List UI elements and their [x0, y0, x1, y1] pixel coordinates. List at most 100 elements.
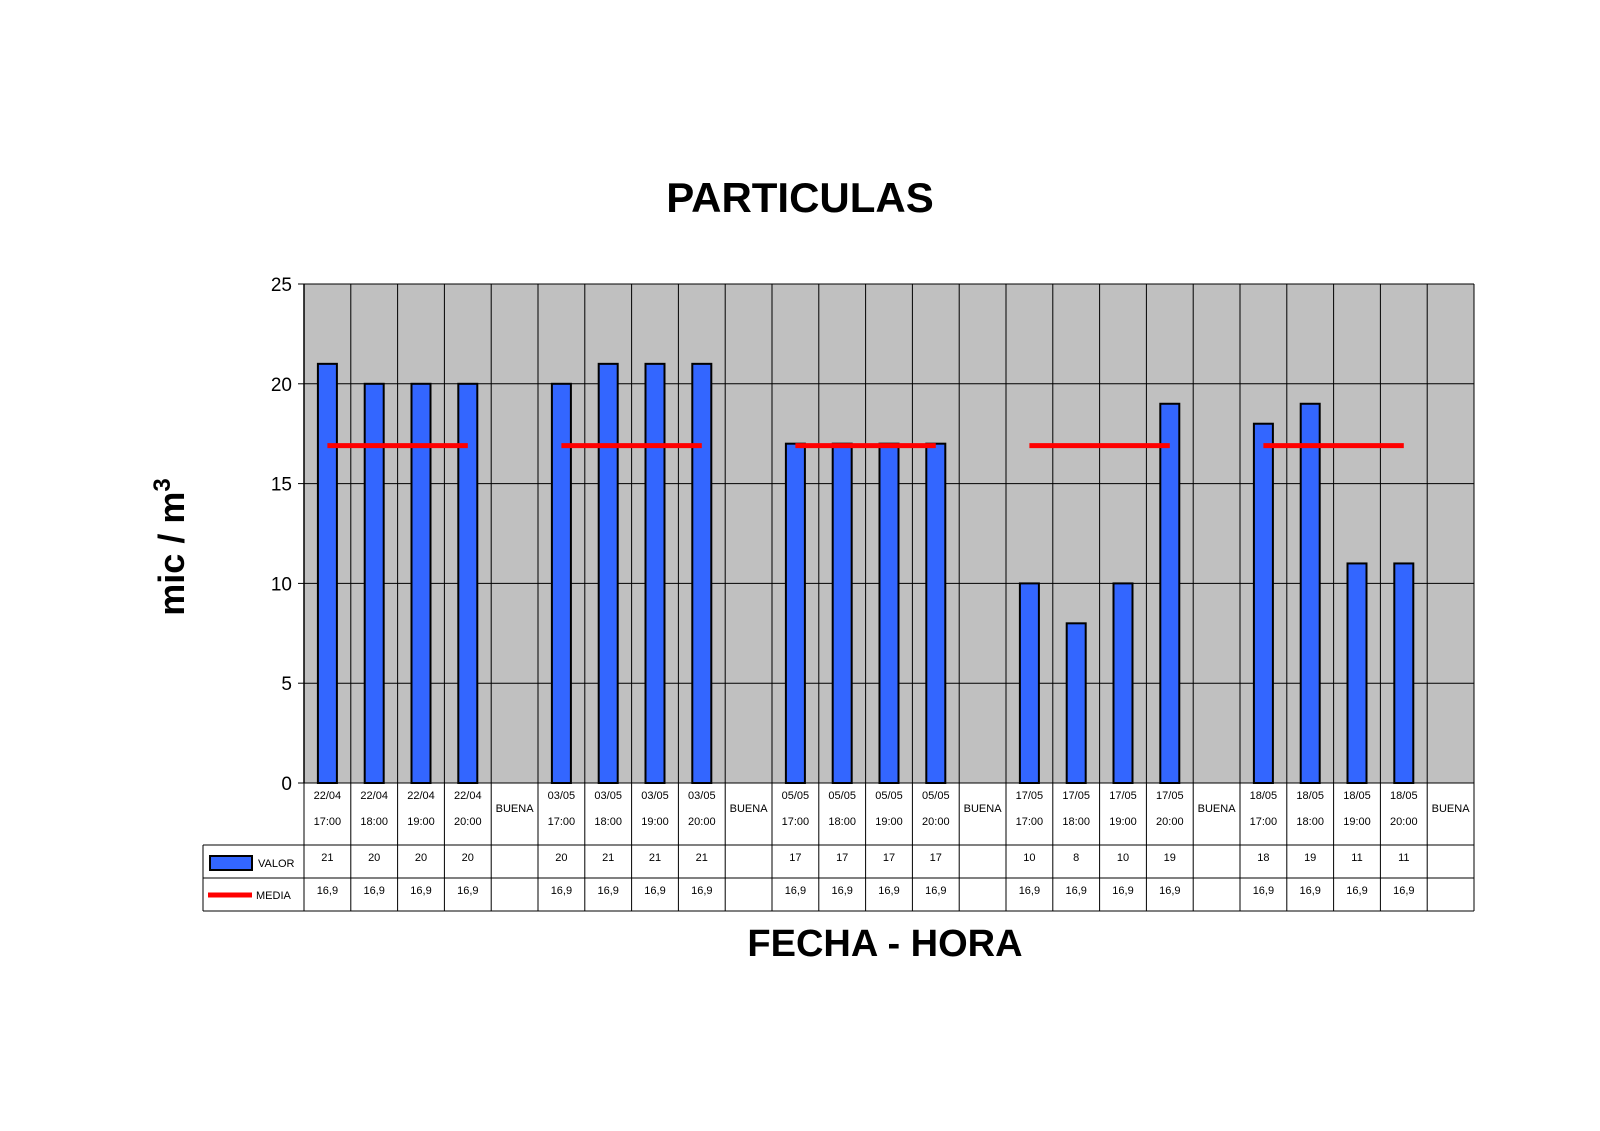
data-label-valor: 17 [836, 852, 848, 864]
legend-key-valor [209, 855, 253, 871]
bar-valor [1112, 582, 1134, 785]
bar-valor [597, 362, 619, 784]
data-label-valor: 11 [1351, 852, 1362, 864]
data-label-media: 16,9 [1159, 885, 1180, 897]
x-tick-time: 17:00 [548, 816, 576, 828]
bar-valor [316, 362, 338, 784]
y-axis-title: mic / m3 [149, 478, 192, 615]
x-tick-date: 03/05 [688, 790, 716, 802]
x-tick-time: 20:00 [1390, 816, 1418, 828]
bar-valor [691, 362, 713, 784]
x-tick-label: BUENA [1432, 803, 1471, 815]
data-label-media: 16,9 [925, 885, 946, 897]
data-label-valor: 18 [1257, 852, 1269, 864]
data-label-media: 16,9 [878, 885, 899, 897]
bar-valor [784, 442, 806, 784]
data-label-valor: 19 [1164, 852, 1176, 864]
y-tick-label: 0 [281, 774, 292, 795]
data-label-media: 16,9 [363, 885, 384, 897]
x-tick-time: 20:00 [922, 816, 950, 828]
y-tick-label: 10 [271, 574, 292, 595]
x-axis-title: FECHA - HORA [747, 923, 1022, 965]
y-axis-title-text: mic / m [151, 492, 192, 616]
x-tick-time: 17:00 [314, 816, 342, 828]
bar-valor [831, 442, 853, 784]
x-tick-label: BUENA [730, 803, 769, 815]
x-tick-date: 05/05 [782, 790, 810, 802]
data-label-media: 16,9 [317, 885, 338, 897]
x-tick-date: 18/05 [1250, 790, 1278, 802]
x-tick-time: 17:00 [1016, 816, 1044, 828]
x-tick-date: 18/05 [1296, 790, 1324, 802]
data-label-valor: 17 [883, 852, 895, 864]
bar-valor [878, 442, 900, 784]
x-tick-time: 17:00 [1250, 816, 1278, 828]
data-label-valor: 10 [1117, 852, 1129, 864]
data-label-media: 16,9 [691, 885, 712, 897]
x-tick-date: 03/05 [641, 790, 669, 802]
bar-valor [644, 362, 666, 784]
x-tick-time: 19:00 [641, 816, 669, 828]
bar-valor [1346, 562, 1368, 784]
legend-label-media: MEDIA [256, 890, 292, 902]
x-tick-time: 18:00 [360, 816, 388, 828]
x-tick-time: 19:00 [1343, 816, 1371, 828]
data-label-valor: 10 [1023, 852, 1035, 864]
data-label-media: 16,9 [1019, 885, 1040, 897]
x-tick-time: 19:00 [875, 816, 903, 828]
data-label-media: 16,9 [551, 885, 572, 897]
data-label-valor: 20 [555, 852, 567, 864]
x-tick-time: 18:00 [1296, 816, 1324, 828]
x-tick-date: 05/05 [828, 790, 856, 802]
x-tick-date: 18/05 [1343, 790, 1371, 802]
bar-valor [1065, 622, 1087, 784]
data-label-media: 16,9 [1253, 885, 1274, 897]
data-label-media: 16,9 [597, 885, 618, 897]
x-tick-date: 17/05 [1109, 790, 1137, 802]
x-tick-date: 05/05 [922, 790, 950, 802]
data-label-valor: 20 [415, 852, 427, 864]
data-label-valor: 11 [1398, 852, 1409, 864]
bar-valor [1393, 562, 1415, 784]
x-tick-label: BUENA [964, 803, 1003, 815]
data-label-valor: 17 [930, 852, 942, 864]
x-tick-date: 18/05 [1390, 790, 1418, 802]
data-label-valor: 21 [321, 852, 333, 864]
x-tick-date: 05/05 [875, 790, 903, 802]
x-tick-date: 03/05 [594, 790, 622, 802]
bar-valor [1299, 402, 1321, 784]
y-tick-label: 20 [271, 375, 292, 396]
data-label-media: 16,9 [1065, 885, 1086, 897]
data-label-valor: 20 [462, 852, 474, 864]
bar-valor [1252, 422, 1274, 784]
x-tick-time: 20:00 [688, 816, 716, 828]
data-label-media: 16,9 [1299, 885, 1320, 897]
x-tick-date: 17/05 [1016, 790, 1044, 802]
data-label-media: 16,9 [1393, 885, 1414, 897]
data-label-media: 16,9 [644, 885, 665, 897]
x-tick-time: 18:00 [1062, 816, 1090, 828]
x-tick-date: 17/05 [1062, 790, 1090, 802]
x-tick-time: 18:00 [594, 816, 622, 828]
x-tick-date: 22/04 [360, 790, 388, 802]
bar-valor [925, 442, 947, 784]
data-label-media: 16,9 [457, 885, 478, 897]
x-tick-time: 17:00 [782, 816, 810, 828]
x-tick-time: 19:00 [1109, 816, 1137, 828]
bar-valor [1018, 582, 1040, 785]
x-tick-date: 22/04 [454, 790, 482, 802]
data-label-media: 16,9 [831, 885, 852, 897]
legend-label-valor: VALOR [258, 858, 295, 870]
x-tick-date: 17/05 [1156, 790, 1184, 802]
data-label-valor: 8 [1073, 852, 1079, 864]
x-tick-label: BUENA [1198, 803, 1237, 815]
x-tick-time: 19:00 [407, 816, 435, 828]
data-label-valor: 20 [368, 852, 380, 864]
x-tick-date: 22/04 [314, 790, 342, 802]
y-axis-title-superscript: 3 [149, 478, 176, 491]
data-label-media: 16,9 [410, 885, 431, 897]
y-tick-label: 5 [281, 674, 292, 695]
data-label-valor: 21 [649, 852, 661, 864]
data-label-valor: 21 [602, 852, 614, 864]
